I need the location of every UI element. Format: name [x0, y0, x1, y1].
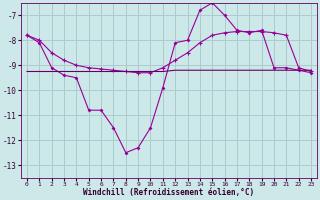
X-axis label: Windchill (Refroidissement éolien,°C): Windchill (Refroidissement éolien,°C): [84, 188, 255, 197]
